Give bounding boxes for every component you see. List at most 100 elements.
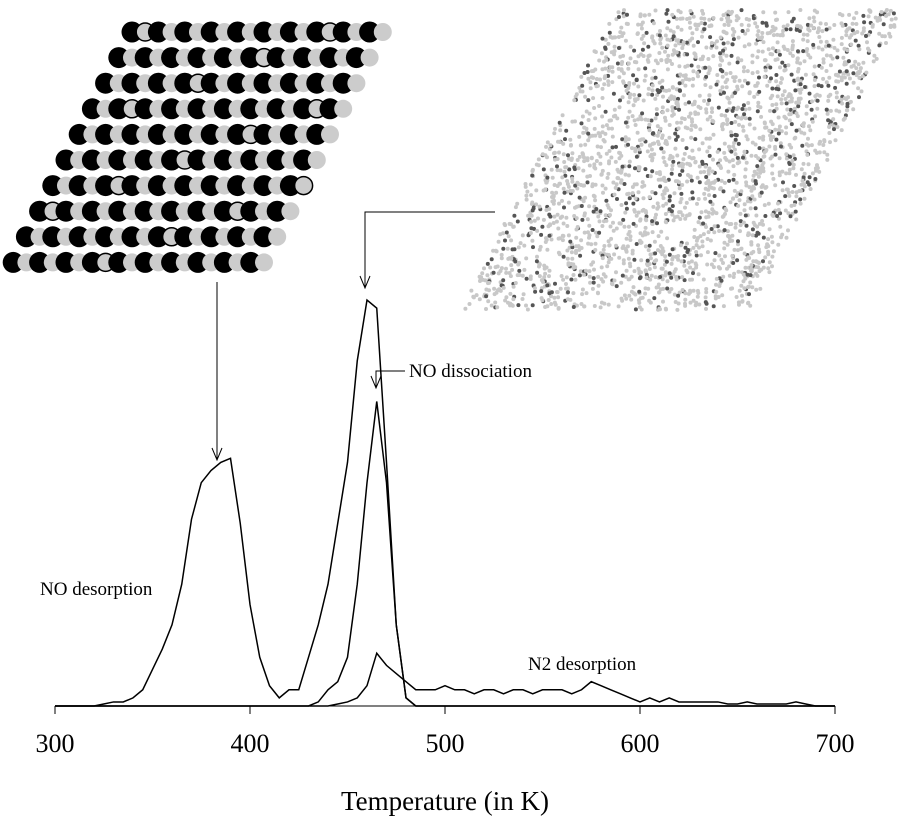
surface-dot xyxy=(651,204,656,209)
surface-dot xyxy=(798,188,803,193)
surface-dot xyxy=(563,137,567,142)
surface-dot xyxy=(799,87,804,92)
surface-dot xyxy=(696,64,701,69)
surface-dot xyxy=(751,220,756,225)
surface-dot xyxy=(741,279,746,284)
surface-dot xyxy=(670,52,675,57)
lattice-atom xyxy=(108,47,130,69)
surface-dot xyxy=(766,201,771,206)
surface-dot xyxy=(679,191,684,196)
surface-dot xyxy=(812,78,817,82)
surface-dot xyxy=(738,223,743,228)
surface-dot xyxy=(858,66,863,71)
surface-dot xyxy=(609,256,614,261)
surface-dot xyxy=(807,91,812,96)
surface-dot xyxy=(744,180,749,185)
surface-dot xyxy=(657,33,662,38)
surface-dot xyxy=(735,115,740,120)
surface-dot xyxy=(611,228,616,233)
surface-dot xyxy=(509,238,514,243)
surface-dot xyxy=(683,76,688,81)
surface-dot xyxy=(704,45,709,50)
surface-dot xyxy=(743,31,748,36)
lattice-atom xyxy=(134,98,156,120)
surface-dot xyxy=(821,60,826,65)
surface-dot xyxy=(680,288,685,292)
surface-dot xyxy=(753,21,758,26)
surface-dot xyxy=(578,269,583,274)
surface-dot xyxy=(877,31,882,36)
surface-dot xyxy=(737,288,742,293)
surface-dot xyxy=(818,39,823,44)
lattice-atom xyxy=(147,175,169,197)
surface-dot xyxy=(480,271,485,276)
surface-dot xyxy=(761,222,765,227)
surface-dot xyxy=(801,175,806,180)
surface-dot xyxy=(598,209,603,214)
surface-dot xyxy=(579,204,584,208)
surface-dot xyxy=(493,265,498,270)
surface-dot xyxy=(755,259,759,264)
surface-dot xyxy=(828,92,833,97)
surface-dot xyxy=(778,211,783,216)
surface-dot xyxy=(589,262,594,267)
surface-dot xyxy=(551,195,556,200)
surface-dot xyxy=(691,288,696,293)
surface-dot xyxy=(655,201,660,206)
surface-dot xyxy=(647,243,652,248)
surface-dot xyxy=(812,19,817,24)
surface-dot xyxy=(756,265,761,270)
surface-dot xyxy=(678,217,683,221)
surface-dot xyxy=(792,184,797,188)
surface-dot xyxy=(755,109,760,114)
surface-dot xyxy=(784,156,789,161)
surface-dot xyxy=(571,305,576,309)
surface-dot xyxy=(623,138,628,143)
surface-dot xyxy=(511,224,516,229)
surface-dot xyxy=(663,115,667,120)
surface-dot xyxy=(504,266,508,271)
surface-dot xyxy=(625,192,630,197)
surface-dot xyxy=(686,260,691,265)
surface-dot xyxy=(690,156,694,161)
surface-dot xyxy=(678,200,683,205)
surface-dot xyxy=(489,257,494,262)
surface-dot xyxy=(541,188,546,193)
surface-dot xyxy=(661,94,665,99)
lattice-atom xyxy=(187,47,209,69)
surface-dot xyxy=(583,94,588,99)
surface-dot xyxy=(611,91,616,96)
surface-dot xyxy=(568,137,573,142)
surface-dot xyxy=(636,117,641,122)
surface-dot xyxy=(530,167,535,172)
surface-dot xyxy=(532,286,537,291)
surface-dot xyxy=(705,237,710,241)
surface-dot xyxy=(790,53,795,58)
surface-dot xyxy=(554,190,559,195)
surface-dot xyxy=(775,214,779,218)
surface-dot xyxy=(786,10,791,15)
lattice-atom xyxy=(187,251,209,273)
surface-dot xyxy=(574,248,578,253)
surface-dot xyxy=(573,119,577,124)
surface-dot xyxy=(744,160,749,165)
surface-dot xyxy=(805,22,810,27)
surface-dot xyxy=(711,265,716,270)
surface-dot xyxy=(654,112,659,117)
surface-dot xyxy=(801,124,806,129)
surface-dot xyxy=(685,241,689,246)
surface-dot xyxy=(712,258,717,263)
surface-dot xyxy=(775,32,780,37)
surface-dot xyxy=(776,115,781,120)
surface-dot xyxy=(753,142,758,147)
surface-dot xyxy=(763,58,768,63)
surface-dot xyxy=(645,149,650,154)
surface-dot xyxy=(657,51,662,55)
surface-dot xyxy=(607,243,612,248)
surface-dot xyxy=(630,248,635,253)
surface-dot xyxy=(565,224,570,228)
lattice-atom xyxy=(68,226,90,248)
surface-dot xyxy=(620,34,624,38)
surface-dot xyxy=(614,226,619,231)
surface-dot xyxy=(727,222,732,227)
